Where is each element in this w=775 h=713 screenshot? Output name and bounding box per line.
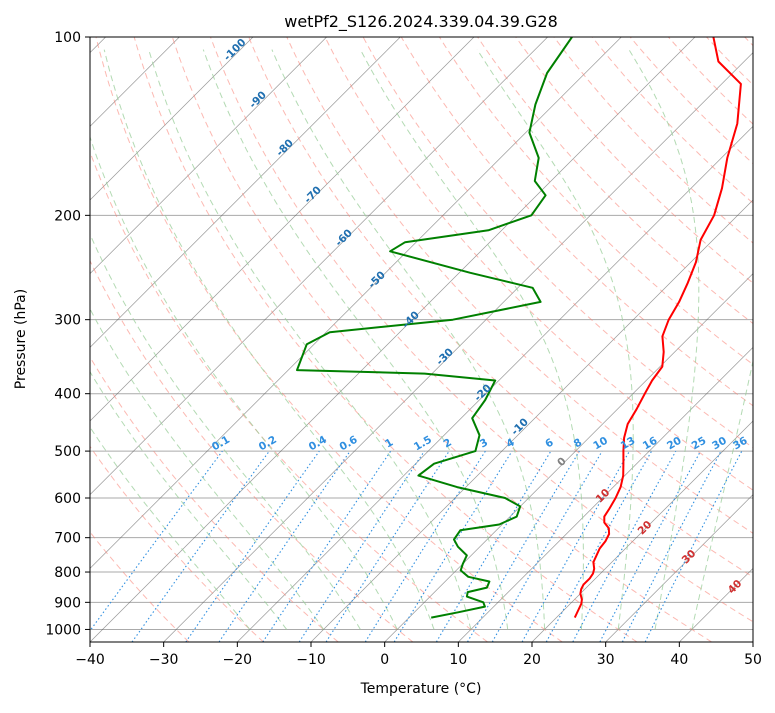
- y-tick-label: 200: [54, 208, 81, 224]
- y-tick-label: 1000: [45, 622, 81, 638]
- y-tick-label: 800: [54, 565, 81, 581]
- x-tick-label: 0: [380, 652, 389, 668]
- x-tick-label: 40: [670, 652, 688, 668]
- x-tick-label: 10: [449, 652, 467, 668]
- y-tick-label: 700: [54, 531, 81, 547]
- x-axis-label: Temperature (°C): [360, 681, 482, 697]
- y-tick-label: 500: [54, 444, 81, 460]
- y-tick-label: 100: [54, 30, 81, 46]
- x-tick-label: −20: [223, 652, 253, 668]
- x-tick-label: 50: [744, 652, 762, 668]
- y-tick-label: 600: [54, 491, 81, 507]
- chart-title: wetPf2_S126.2024.339.04.39.G28: [284, 12, 558, 32]
- x-tick-label: −40: [75, 652, 105, 668]
- y-tick-label: 300: [54, 313, 81, 329]
- x-tick-label: 20: [523, 652, 541, 668]
- x-tick-label: 30: [597, 652, 615, 668]
- x-tick-label: −30: [149, 652, 179, 668]
- y-tick-label: 400: [54, 387, 81, 403]
- y-tick-label: 900: [54, 595, 81, 611]
- x-tick-label: −10: [296, 652, 326, 668]
- y-axis-label: Pressure (hPa): [13, 289, 29, 389]
